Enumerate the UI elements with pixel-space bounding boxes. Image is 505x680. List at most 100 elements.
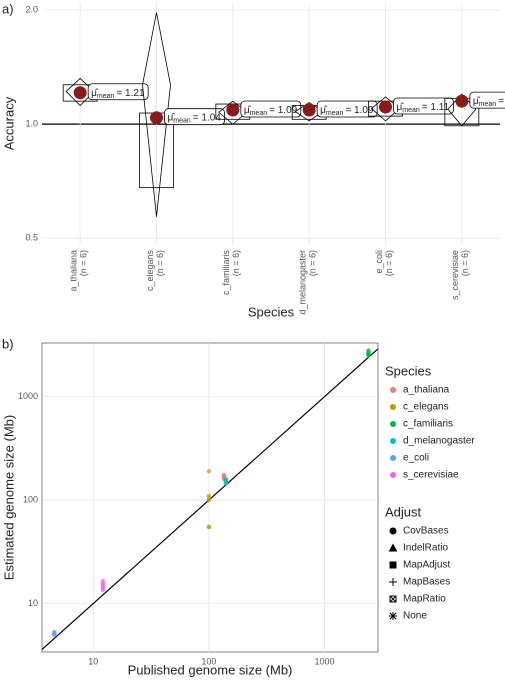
mean-point: [379, 100, 392, 114]
mean-point: [150, 111, 163, 125]
point: [366, 348, 371, 353]
x-tick-count: (n = 6): [231, 250, 241, 276]
y-tick-label: 0.5: [25, 233, 38, 243]
mean-value: = 1.11: [422, 102, 450, 113]
mean-symbol: μ̂: [168, 111, 176, 123]
mean-label-box: [240, 100, 302, 118]
point: [206, 524, 212, 530]
x-tick-label: 100: [201, 656, 216, 666]
mean-label-text: μ̂mean = 1.09: [244, 104, 298, 117]
legend-label: MapRatio: [403, 594, 446, 605]
x-tick-label: c_elegans: [145, 250, 155, 292]
x-tick-label: d_melanogaster: [298, 250, 308, 315]
mean-subscript: mean: [326, 110, 344, 117]
violin: [142, 12, 171, 217]
legend-label: a_thaliana: [403, 385, 450, 396]
x-axis-title: Published genome size (Mb): [128, 662, 293, 677]
legend-label: c_familiaris: [403, 419, 453, 430]
mean-symbol: μ̂: [473, 95, 481, 107]
point: [221, 472, 227, 478]
mean-label-box: [87, 83, 149, 101]
mean-value: = 1.04: [193, 112, 222, 123]
legend-swatch: [390, 404, 396, 410]
legend-swatch: [390, 472, 396, 478]
mean-label-box: [316, 100, 378, 118]
mean-symbol: μ̂: [397, 101, 405, 113]
legend-swatch: [390, 438, 396, 444]
mean-point: [226, 103, 240, 117]
y-tick-label: 10: [28, 598, 38, 608]
x-tick-label: e_coli: [374, 250, 384, 274]
shape-legend-title: Adjust: [385, 504, 422, 519]
legend-swatch: [390, 421, 396, 427]
legend-label: MapAdjust: [403, 560, 450, 571]
y-tick-label: 100: [23, 494, 38, 504]
mean-label-text: μ̂mean = 1.21: [91, 86, 145, 99]
legend-title: Species: [385, 363, 432, 378]
legend-label: e_coli: [403, 453, 429, 464]
legend-label: CovBases: [403, 526, 449, 537]
x-tick-label: s_cerevisiae: [450, 250, 460, 300]
legend-label: None: [403, 611, 427, 622]
legend-shape: [389, 527, 397, 535]
point: [223, 476, 229, 482]
mean-label: μ̂mean = 1.09: [316, 100, 378, 118]
mean-label: μ̂mean= 1.15: [469, 91, 505, 109]
legend-shape: [389, 561, 397, 569]
mean-label-text: μ̂mean = 1.04: [168, 111, 222, 124]
legend-shape: [388, 543, 398, 552]
x-tick-label: 10: [88, 656, 98, 666]
y-tick-label: 2.0: [25, 4, 38, 14]
mean-label-text: μ̂mean = 1.09: [320, 104, 374, 117]
legend-swatch: [390, 387, 396, 393]
mean-label-box: [393, 97, 454, 115]
legend-label: d_melanogaster: [403, 436, 475, 447]
x-tick-label: 1000: [315, 656, 335, 666]
mean-label-text: μ̂mean = 1.11: [397, 101, 450, 114]
point: [100, 578, 106, 584]
mean-point: [455, 94, 469, 108]
x-tick-label: a_thaliana: [69, 250, 79, 292]
point: [52, 629, 57, 635]
panel-label: a): [2, 1, 14, 16]
mean-value: = 1.21: [116, 87, 145, 98]
mean-symbol: μ̂: [91, 86, 99, 98]
mean-subscript: mean: [97, 93, 115, 100]
legend-label: IndelRatio: [403, 543, 448, 554]
mean-symbol: μ̂: [320, 104, 328, 116]
mean-subscript: mean: [402, 107, 420, 114]
legend-label: MapBases: [403, 577, 450, 588]
mean-label-text: μ̂mean= 1.15: [473, 95, 505, 108]
plot-background: [42, 2, 500, 245]
mean-value: = 1.09: [269, 105, 298, 116]
mean-subscript: mean: [173, 118, 191, 125]
mean-label: μ̂mean = 1.04: [164, 108, 225, 126]
panel-label: b): [2, 336, 14, 351]
legend-label: s_cerevisiae: [403, 470, 459, 481]
x-tick-count: (n = 6): [384, 250, 394, 276]
x-tick-count: (n = 6): [308, 250, 318, 276]
y-axis-title: Estimated genome size (Mb): [1, 415, 16, 580]
x-tick-count: (n = 6): [79, 250, 89, 276]
y-tick-label: 1000: [18, 391, 38, 401]
y-axis-title: Accuracy: [1, 96, 16, 150]
y-tick-label: 1.0: [25, 119, 38, 129]
x-tick-count: (n = 6): [460, 250, 470, 276]
point: [206, 469, 212, 474]
mean-label: μ̂mean = 1.21: [87, 83, 149, 101]
legend-shape: [389, 612, 397, 620]
legend-label: c_elegans: [403, 402, 449, 413]
mean-label-box: [469, 91, 505, 109]
legend-shape: [389, 595, 397, 603]
mean-symbol: μ̂: [244, 104, 252, 116]
mean-point: [73, 86, 87, 100]
mean-subscript: mean: [479, 101, 497, 108]
mean-value: = 1.09: [345, 105, 374, 116]
legend-swatch: [390, 455, 396, 461]
mean-subscript: mean: [250, 110, 268, 117]
mean-label: μ̂mean = 1.11: [393, 97, 454, 115]
legend-shape: [389, 578, 397, 586]
mean-label: μ̂mean = 1.09: [240, 100, 302, 118]
x-tick-label: c_familiaris: [221, 250, 231, 296]
